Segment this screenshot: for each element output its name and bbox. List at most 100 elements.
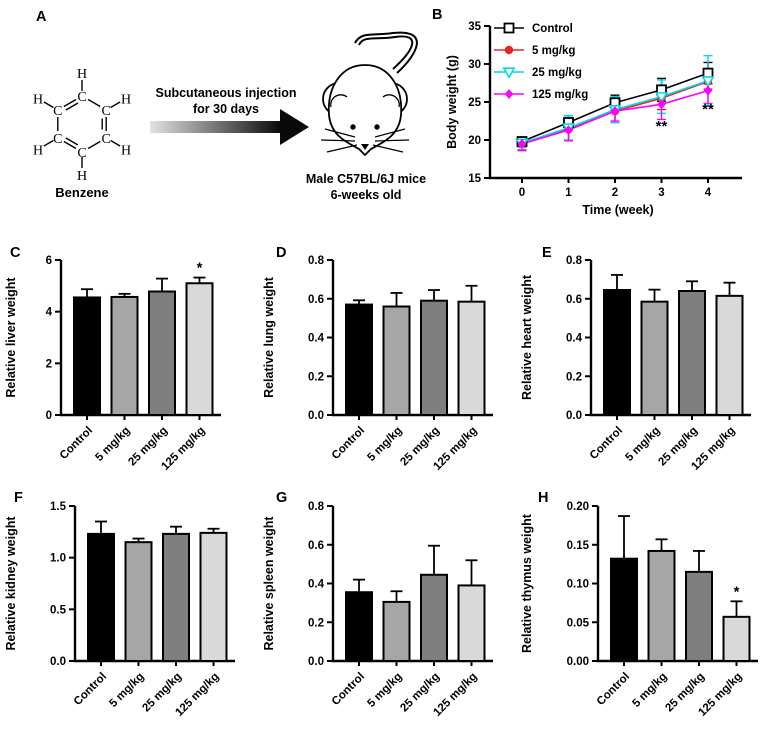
x-tick-label: 3 [658,187,664,199]
mouse-whiskers [320,128,410,153]
schematic-drawing: C C C C C C H H H H H H Benzene Subcutan… [33,31,426,202]
y-tick-label: 0.8 [566,255,583,267]
arrow-head [280,109,309,145]
benzene-bonds [43,80,121,168]
carbon-atom: C [77,90,86,105]
y-axis-label: Relative lung weight [262,276,276,398]
bar [640,300,669,416]
panel-label-a: A [36,9,47,25]
bar [382,600,411,662]
bar [647,549,676,662]
mouse-body [328,64,402,157]
y-axis-label: Body weight (g) [445,55,459,149]
significance-asterisk: ** [656,118,668,135]
y-tick-label: 0.2 [566,371,582,383]
y-tick-label: 0.6 [566,294,582,306]
y-tick-label: 0.0 [50,656,66,668]
panel-g-spleen-chart: G 0.0 0.2 0.4 0.6 0.8 Control 5 mg/kg 25 mg/kg 1… [258,486,516,731]
y-tick-label: 2 [46,358,52,370]
bar [162,532,190,662]
y-tick-label: 0.6 [308,540,324,552]
bar [345,303,373,416]
bar [420,573,448,662]
x-tick-label: 1 [565,187,572,199]
panel-label-g: G [276,490,288,506]
mouse-caption-line1: Male C57BL/6J mice [306,172,426,186]
category-label: Control [595,671,632,708]
panel-d-lung-chart: D 0.0 0.2 0.4 0.6 0.8 Control 5 mg/kg 25 mg/kg 1… [258,240,516,486]
category-label: 5 mg/kg [93,425,132,464]
marker-open-triangle-down [654,92,669,104]
category-label: Control [58,425,95,462]
bar [685,570,713,662]
category-label: Control [72,671,109,708]
mouse-eye-right [374,124,380,130]
panel-label-f: F [14,490,23,506]
category-label: Control [588,425,625,462]
marker-open-triangle-down [502,67,516,79]
hydrogen-atom: H [77,67,87,82]
category-label: Control [330,425,367,462]
mouse-inner-ear-left [330,94,348,108]
bar [678,290,706,416]
hydrogen-atom: H [121,93,131,108]
y-tick-label: 0.20 [567,501,589,513]
bar [73,296,101,416]
legend-label: 125 mg/kg [532,89,588,101]
y-tick-label: 1.5 [50,501,67,513]
y-tick-label: 0 [46,410,52,422]
bar [457,584,486,662]
bar [457,300,486,416]
panel-label-d: D [276,245,287,261]
arrow-text-line1: Subcutaneous injection [156,86,297,100]
y-tick-label: 35 [468,21,481,33]
legend-label: Control [532,23,573,35]
bar [110,295,139,416]
category-label: 5 mg/kg [630,671,669,710]
significance-asterisk: * [197,260,203,277]
bar [715,294,744,416]
category-label: Control [330,671,367,708]
panel-label-e: E [542,245,552,261]
x-axis-label: Time (week) [582,203,653,217]
bar [148,290,176,416]
x-tick-label: 2 [612,187,618,199]
panel-b-body-weight-chart: B 15 20 25 30 35 0 1 2 3 4 Control 5 mg/kg 25 mg/kg 1… [430,0,774,240]
hydrogen-atom: H [33,93,43,108]
y-tick-label: 0.0 [308,656,324,668]
benzene-atoms: C C C C C C H H H H H H [33,67,131,184]
molecule-name: Benzene [55,185,108,200]
y-tick-label: 0.00 [567,656,589,668]
y-tick-label: 0.4 [308,333,325,345]
hydrogen-atom: H [121,144,131,159]
y-tick-label: 25 [468,97,481,109]
y-axis-label: Relative heart weight [520,274,534,400]
category-label: 5 mg/kg [365,671,404,710]
y-tick-label: 0.15 [567,540,590,552]
hydrogen-atom: H [77,169,87,184]
marker-filled-diamond [610,106,620,117]
y-tick-label: 0.05 [567,617,590,629]
mouse-illustration [320,31,418,157]
y-tick-label: 0.8 [308,255,325,267]
y-axis-label: Relative kidney weight [4,516,18,651]
bar [420,299,448,416]
bar [124,541,153,663]
marker-filled-diamond [657,99,666,110]
marker-open-triangle-down [701,76,715,88]
bar [345,591,373,662]
panel-label-h: H [538,490,549,506]
category-label: 5 mg/kg [365,425,404,464]
y-tick-label: 0.4 [308,579,325,591]
bar [722,615,751,662]
y-tick-label: 20 [468,135,481,147]
hydrogen-atom: H [33,144,43,159]
mouse-nose [361,144,369,150]
x-tick-label: 0 [519,187,525,199]
y-tick-label: 15 [468,173,481,185]
mouse-inner-ear-right [382,94,400,108]
